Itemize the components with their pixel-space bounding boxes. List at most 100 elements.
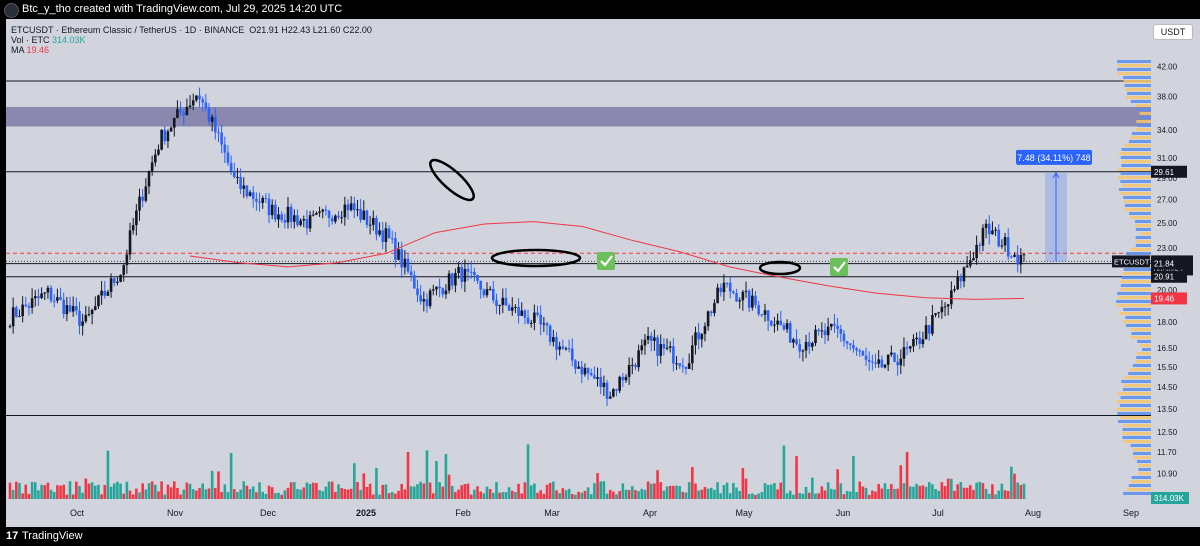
- volume-indicator-label[interactable]: Vol · ETC: [11, 35, 50, 45]
- candle-body: [343, 204, 347, 218]
- volume-bar: [883, 483, 887, 499]
- volume-bar: [681, 491, 685, 499]
- candle-body: [119, 274, 122, 282]
- volume-bar: [267, 485, 271, 499]
- volume-bar: [962, 487, 966, 499]
- price-tick-label-11: 16.50: [1157, 344, 1178, 353]
- candle-body: [962, 267, 966, 282]
- volume-bar: [833, 489, 836, 499]
- candle-body: [406, 258, 410, 272]
- candle-body: [353, 203, 356, 211]
- candle-body: [11, 307, 15, 327]
- candle-body: [349, 203, 353, 211]
- symbol-title[interactable]: ETCUSDT · Ethereum Classic / TetherUS · …: [11, 25, 245, 35]
- candle-body: [1006, 237, 1010, 257]
- candle-body: [830, 323, 833, 327]
- volume-profile-bar: [1130, 100, 1151, 103]
- candle-body: [801, 350, 805, 352]
- volume-bar: [552, 481, 555, 499]
- candle-body: [826, 326, 830, 336]
- volume-bar: [501, 492, 505, 499]
- volume-bar: [217, 471, 220, 499]
- candle-body: [346, 204, 350, 211]
- candle-body: [431, 289, 435, 291]
- volume-bar: [858, 481, 862, 499]
- candle-body: [788, 323, 792, 343]
- volume-bar: [375, 467, 378, 499]
- candle-body: [1022, 254, 1026, 256]
- volume-bar: [362, 473, 366, 499]
- volume-bar: [390, 492, 394, 499]
- volume-bar: [204, 489, 208, 499]
- candle-body: [185, 107, 189, 116]
- ma-indicator-value: 19.46: [26, 45, 50, 55]
- volume-bar: [37, 490, 40, 499]
- candle-body: [261, 197, 265, 203]
- currency-button[interactable]: USDT: [1153, 24, 1193, 40]
- volume-bar: [340, 488, 343, 499]
- candle-body: [599, 377, 603, 387]
- ma-indicator-label[interactable]: MA: [11, 45, 25, 55]
- candlestick-series: [8, 87, 1026, 406]
- candle-body: [880, 359, 884, 368]
- volume-bar: [353, 463, 356, 499]
- candle-body: [804, 341, 808, 351]
- candle-body: [403, 258, 407, 268]
- volume-bar: [188, 483, 192, 499]
- candle-body: [684, 366, 688, 369]
- volume-bar: [438, 482, 441, 499]
- candle-body: [154, 154, 157, 163]
- candle-body: [37, 296, 40, 299]
- volume-bar: [820, 486, 824, 499]
- volume-bar: [852, 455, 855, 499]
- volume-bar: [545, 484, 549, 499]
- volume-bar: [198, 488, 201, 499]
- volume-profile-bar: [1136, 356, 1151, 359]
- check-icon-1: [600, 255, 613, 267]
- volume-bar: [896, 488, 899, 499]
- volume-bar: [845, 490, 849, 499]
- candle-body: [239, 176, 242, 189]
- volume-bar: [416, 484, 419, 499]
- volume-bar: [169, 487, 173, 499]
- volume-bar: [510, 490, 514, 499]
- volume-bar: [447, 474, 451, 499]
- candle-body: [886, 354, 890, 365]
- volume-bar: [400, 483, 404, 499]
- volume-bar: [378, 494, 381, 499]
- volume-bar: [766, 484, 770, 499]
- volume-bar: [413, 486, 416, 499]
- price-tick-label-2: 34.00: [1157, 126, 1178, 135]
- candle-body: [435, 286, 438, 290]
- volume-bar: [492, 492, 495, 499]
- volume-bar: [207, 488, 211, 499]
- time-label-jul: Jul: [932, 508, 944, 518]
- attribution-text: Btc_y_tho created with TradingView.com, …: [22, 3, 343, 15]
- candle-body: [621, 376, 625, 381]
- candle-body: [861, 351, 865, 356]
- candle-body: [457, 267, 460, 274]
- volume-bar: [934, 489, 937, 499]
- volume-bar: [90, 482, 94, 499]
- volume-bar: [902, 483, 906, 499]
- volume-bar: [450, 485, 454, 499]
- candle-body: [931, 315, 934, 334]
- volume-profile: [1116, 60, 1151, 495]
- candle-body: [1003, 237, 1007, 246]
- time-axis[interactable]: [6, 499, 1200, 527]
- candle-body: [52, 300, 56, 302]
- symbol-tag: ETCUSDT: [1114, 257, 1150, 266]
- volume-profile-bar: [1131, 476, 1151, 479]
- volume-bar: [251, 486, 255, 499]
- volume-profile-bar: [1136, 128, 1151, 131]
- volume-bar: [975, 482, 978, 499]
- candle-body: [596, 377, 599, 379]
- volume-profile-bar: [1130, 480, 1151, 483]
- volume-bar: [981, 483, 985, 499]
- candle-body: [292, 215, 296, 222]
- volume-profile-bar: [1118, 296, 1151, 299]
- volume-bar: [649, 483, 653, 499]
- candle-body: [968, 260, 972, 266]
- candle-body: [248, 192, 252, 197]
- candle-body: [214, 116, 217, 133]
